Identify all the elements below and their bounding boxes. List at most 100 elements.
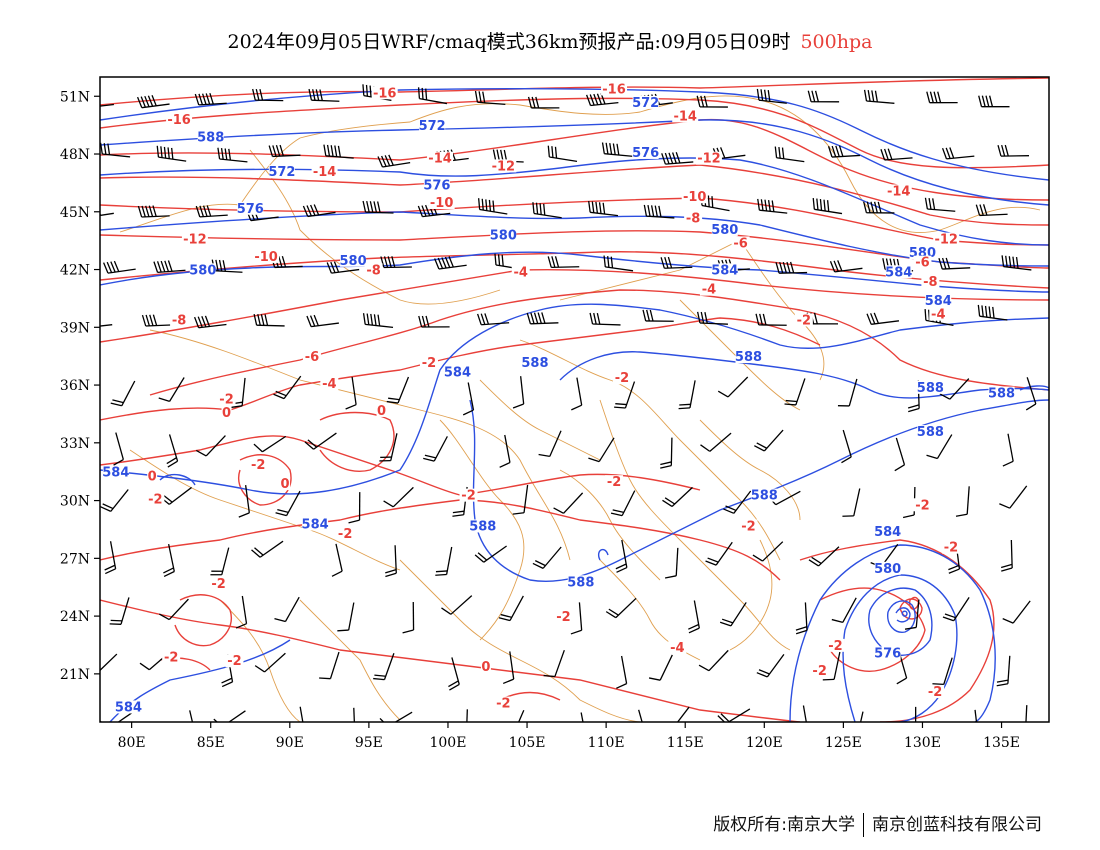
wind-barb: [932, 657, 953, 686]
contour-label-bg: [554, 609, 573, 623]
wind-barb: [235, 595, 248, 629]
footer-company: 南京创蓝科技有限公司: [872, 815, 1042, 835]
wind-barb: [253, 313, 285, 327]
contour-label-bg: [428, 196, 455, 209]
wind-barb: [863, 89, 895, 104]
wind-barb: [100, 142, 131, 158]
wind-barb: [942, 597, 970, 622]
contour-label: -4: [702, 283, 716, 298]
wind-barb: [441, 595, 473, 615]
wind-barb: [717, 376, 749, 398]
contour-label: 584: [115, 700, 142, 715]
contour-label: 580: [711, 223, 738, 238]
contour-label: 576: [423, 179, 450, 194]
wind-barb: [717, 708, 751, 722]
wind-barb: [474, 90, 506, 106]
wind-barb: [306, 314, 339, 328]
footer-copyright: 版权所有:南京大学: [713, 815, 855, 835]
contour-label-bg: [684, 211, 703, 225]
contour-label-bg: [249, 457, 268, 471]
wind-barb: [696, 95, 728, 108]
wind-barb: [402, 601, 415, 634]
wind-barb: [648, 654, 673, 681]
wind-barb: [1002, 600, 1031, 624]
contour-label: -12: [934, 233, 958, 248]
wind-barb: [589, 312, 621, 326]
contour-label: -6: [915, 256, 929, 271]
wind-barb: [100, 712, 133, 722]
contour-label-bg: [494, 696, 513, 710]
contour-label: 588: [751, 489, 778, 504]
contour-label: 588: [567, 575, 594, 590]
contour-label-bg: [681, 190, 708, 204]
x-tick-label: 115E: [667, 735, 704, 751]
x-tick-label: 130E: [904, 735, 941, 751]
wind-barb: [842, 488, 861, 517]
x-tick-label: 125E: [825, 735, 862, 751]
contour-label: 588: [988, 387, 1015, 402]
contour-label-bg: [511, 265, 530, 279]
contour-label: -14: [673, 109, 697, 124]
wind-barb: [532, 546, 562, 569]
wind-barb: [755, 313, 787, 326]
wind-barb: [547, 256, 580, 269]
wind-barb: [385, 545, 397, 578]
wind-barb: [829, 260, 863, 273]
wind-barb: [588, 437, 615, 463]
wind-barb: [941, 147, 975, 160]
contour-label-bg: [340, 253, 367, 267]
contour-label: -2: [944, 541, 958, 556]
wind-barb: [532, 202, 562, 219]
y-tick-label: 33N: [60, 436, 90, 452]
wind-barb: [348, 492, 361, 524]
contour-label: -4: [322, 377, 336, 392]
wind-barb: [337, 602, 355, 632]
x-axis-ticks: 80E 85E 90E 95E 100E 105E 110E 115E 120E 125E 130E…: [118, 722, 1020, 751]
contour-label: -12: [183, 233, 207, 248]
contour-label: 0: [377, 404, 386, 419]
wind-barb: [423, 436, 448, 462]
contour-label-bg: [739, 519, 758, 533]
wind-barb: [570, 602, 583, 635]
contour-label-bg: [913, 498, 932, 512]
wind-barb: [705, 541, 733, 566]
contour-label: 588: [735, 350, 762, 365]
contour-label: 584: [874, 525, 901, 540]
wind-barb: [841, 429, 852, 464]
wind-barb: [238, 485, 250, 518]
wind-barb: [217, 147, 248, 163]
wind-barb: [383, 486, 414, 508]
contour-label-bg: [874, 646, 901, 660]
wind-barb: [379, 433, 398, 462]
contour-label: -6: [305, 350, 319, 365]
wind-barb: [661, 152, 694, 165]
wind-barb: [163, 543, 175, 578]
contour-label-bg: [567, 575, 594, 589]
wind-barb: [543, 649, 565, 678]
contour-label-bg: [735, 350, 762, 364]
wind-barb: [914, 706, 917, 722]
contour-label-bg: [711, 222, 738, 236]
wind-barb: [109, 597, 130, 625]
wind-barb: [477, 198, 508, 215]
wind-barb: [642, 309, 674, 322]
wind-barb: [498, 595, 524, 622]
wind-barb: [476, 313, 510, 326]
contour-label: -2: [741, 519, 755, 534]
contour-label: -2: [496, 697, 510, 712]
contour-label-bg: [209, 577, 228, 591]
contour-label: 584: [925, 294, 952, 309]
wind-barb: [512, 484, 529, 515]
temperature-labels: -16 -16 -16 -14 -14 -14 -14 -12 -12 -12 -12 -10 -10 -…: [146, 82, 960, 712]
y-tick-label: 27N: [60, 551, 90, 567]
contour-label: 580: [189, 263, 216, 278]
contour-label-bg: [311, 165, 338, 179]
wind-barb: [323, 144, 354, 159]
contour-label-bg: [521, 355, 548, 369]
contour-label: -2: [797, 313, 811, 328]
contour-label-bg: [162, 650, 181, 664]
wind-barb: [252, 88, 284, 102]
contour-label: -10: [683, 190, 707, 205]
contour-label: -14: [313, 165, 337, 180]
title-main: 2024年09月05日WRF/cmaq模式36km预报产品:09月05日09时: [227, 31, 791, 53]
